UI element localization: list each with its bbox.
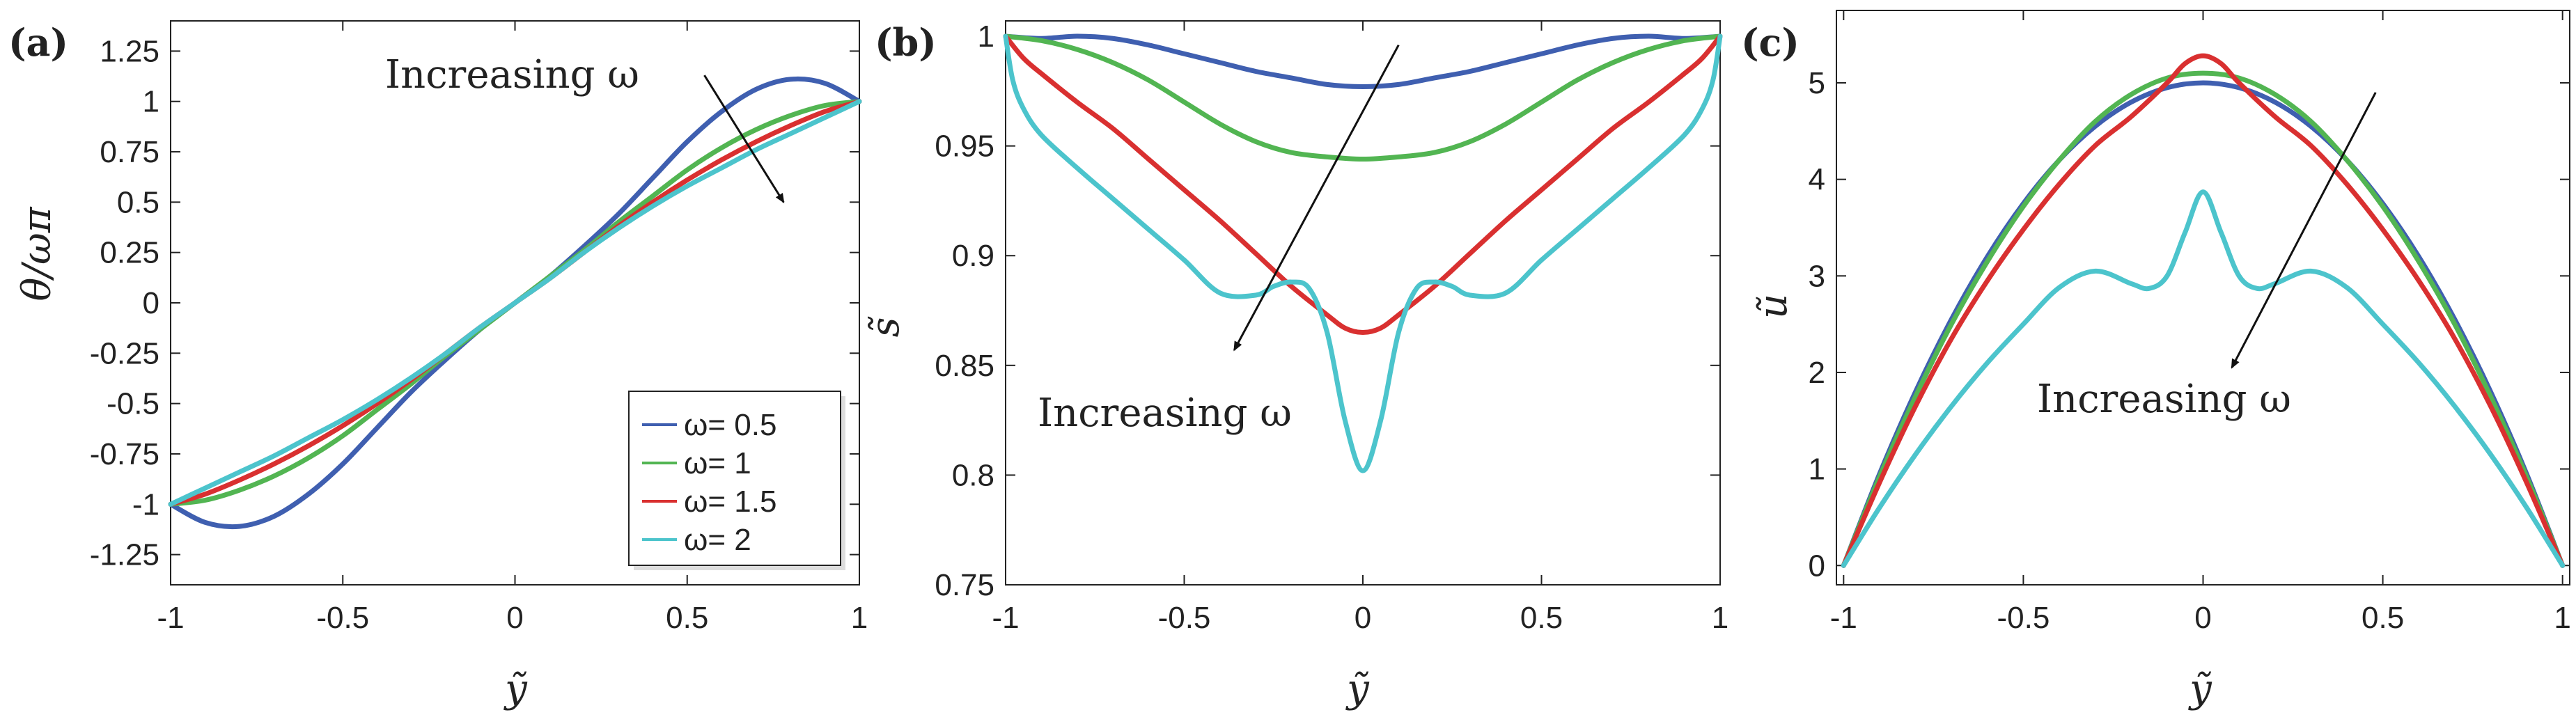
series-line-1 xyxy=(1003,33,1723,162)
annotation-arrow xyxy=(1233,44,1400,352)
x-tick-label: 1 xyxy=(851,601,868,635)
panel-a-marks: -1 -0.5 0 0.5 1 -1.25 -1 -0.75 -0.5 -0.25 0 0.25 0.5… xyxy=(90,20,868,635)
x-tick-label: 0 xyxy=(1355,601,1371,635)
y-tick-label: -0.5 xyxy=(107,387,159,421)
y-tick-label: 2 xyxy=(1809,356,1825,390)
panel-c-xlabel: ỹ xyxy=(2187,666,2212,712)
x-tick-label: -0.5 xyxy=(1997,601,2050,635)
y-tick-label: -1 xyxy=(132,487,159,521)
panel-a-xlabel: ỹ xyxy=(503,666,528,712)
legend-entry-0: ω= 0.5 xyxy=(684,408,776,442)
y-tick-label: 5 xyxy=(1809,66,1825,100)
y-tick-label: 0.25 xyxy=(100,236,159,270)
panel-c-annotation: Increasing ω xyxy=(2037,377,2291,422)
panel-label-a: (a) xyxy=(8,20,68,65)
y-tick-label: 0.8 xyxy=(952,458,994,492)
x-tick-label: 0.5 xyxy=(1520,601,1563,635)
panel-c: (c) ũ ỹ Increasing ω -1 -0.5 0 0.5 1 0 1 2 3 4 5 xyxy=(1741,10,2571,712)
x-tick-label: 0 xyxy=(506,601,523,635)
panel-c-ylabel: ũ xyxy=(1751,294,1796,319)
y-tick-label: 0 xyxy=(143,286,159,320)
panel-b-annotation: Increasing ω xyxy=(1038,391,1292,436)
y-tick-label: -0.75 xyxy=(90,437,159,471)
y-tick-label: 4 xyxy=(1809,163,1825,197)
x-tick-label: 0.5 xyxy=(2362,601,2404,635)
y-tick-label: -0.25 xyxy=(90,336,159,370)
annotation-arrow xyxy=(2231,92,2377,369)
series-line-2 xyxy=(1841,53,2566,568)
panel-b-marks: -1 -0.5 0 0.5 1 0.75 0.8 0.85 0.9 0.95 1 xyxy=(935,19,1728,635)
x-tick-label: 0 xyxy=(2194,601,2211,635)
y-tick-label: 1 xyxy=(1809,453,1825,487)
x-tick-label: -0.5 xyxy=(316,601,369,635)
legend: ω= 0.5 ω= 1 ω= 1.5 ω= 2 xyxy=(628,391,845,570)
y-tick-label: 1 xyxy=(143,85,159,119)
series-line-0 xyxy=(1003,33,1723,90)
y-tick-label: 0.5 xyxy=(117,185,159,219)
x-tick-label: -1 xyxy=(157,601,184,635)
x-tick-label: -1 xyxy=(992,601,1019,635)
y-tick-label: 0.85 xyxy=(935,349,994,383)
panel-b-ylabel: s̃ xyxy=(863,316,908,338)
y-tick-label: 0.75 xyxy=(100,135,159,169)
legend-box xyxy=(628,391,841,566)
x-tick-label: 0.5 xyxy=(666,601,708,635)
series-line-2 xyxy=(1003,33,1723,336)
panel-b: (b) s̃ ỹ Increasing ω -1 -0.5 0 0.5 1 0.75 0.8… xyxy=(863,19,1728,712)
y-tick-label: 3 xyxy=(1809,259,1825,293)
legend-entry-1: ω= 1 xyxy=(684,446,751,480)
x-tick-label: -1 xyxy=(1830,601,1857,635)
y-tick-label: -1.25 xyxy=(90,538,159,572)
y-tick-label: 0 xyxy=(1809,549,1825,583)
x-tick-label: 1 xyxy=(1712,601,1728,635)
panel-b-xlabel: ỹ xyxy=(1345,666,1370,712)
y-tick-label: 1 xyxy=(978,19,994,54)
y-tick-label: 0.9 xyxy=(952,239,994,273)
panel-label-b: (b) xyxy=(875,20,937,65)
y-tick-label: 0.75 xyxy=(935,568,994,602)
series-line-3 xyxy=(1003,33,1723,473)
panel-a: (a) θ/ωπ ỹ Increasing ω -1 -0.5 0 0.5 1 -1.25… xyxy=(8,20,868,712)
panel-a-annotation: Increasing ω xyxy=(385,52,639,97)
series-line-3 xyxy=(168,99,862,507)
y-tick-label: 0.95 xyxy=(935,129,994,164)
annotation-arrow xyxy=(703,74,785,204)
legend-entry-3: ω= 2 xyxy=(684,523,751,557)
x-tick-label: 1 xyxy=(2554,601,2570,635)
legend-entry-2: ω= 1.5 xyxy=(684,485,776,519)
panel-c-marks: -1 -0.5 0 0.5 1 0 1 2 3 4 5 xyxy=(1809,10,2571,635)
panel-label-c: (c) xyxy=(1741,20,1800,65)
y-tick-label: 1.25 xyxy=(100,34,159,68)
series-line-3 xyxy=(1841,189,2566,568)
x-tick-label: -0.5 xyxy=(1158,601,1211,635)
panel-a-ylabel: θ/ωπ xyxy=(15,206,60,301)
series-line-1 xyxy=(1841,70,2566,568)
